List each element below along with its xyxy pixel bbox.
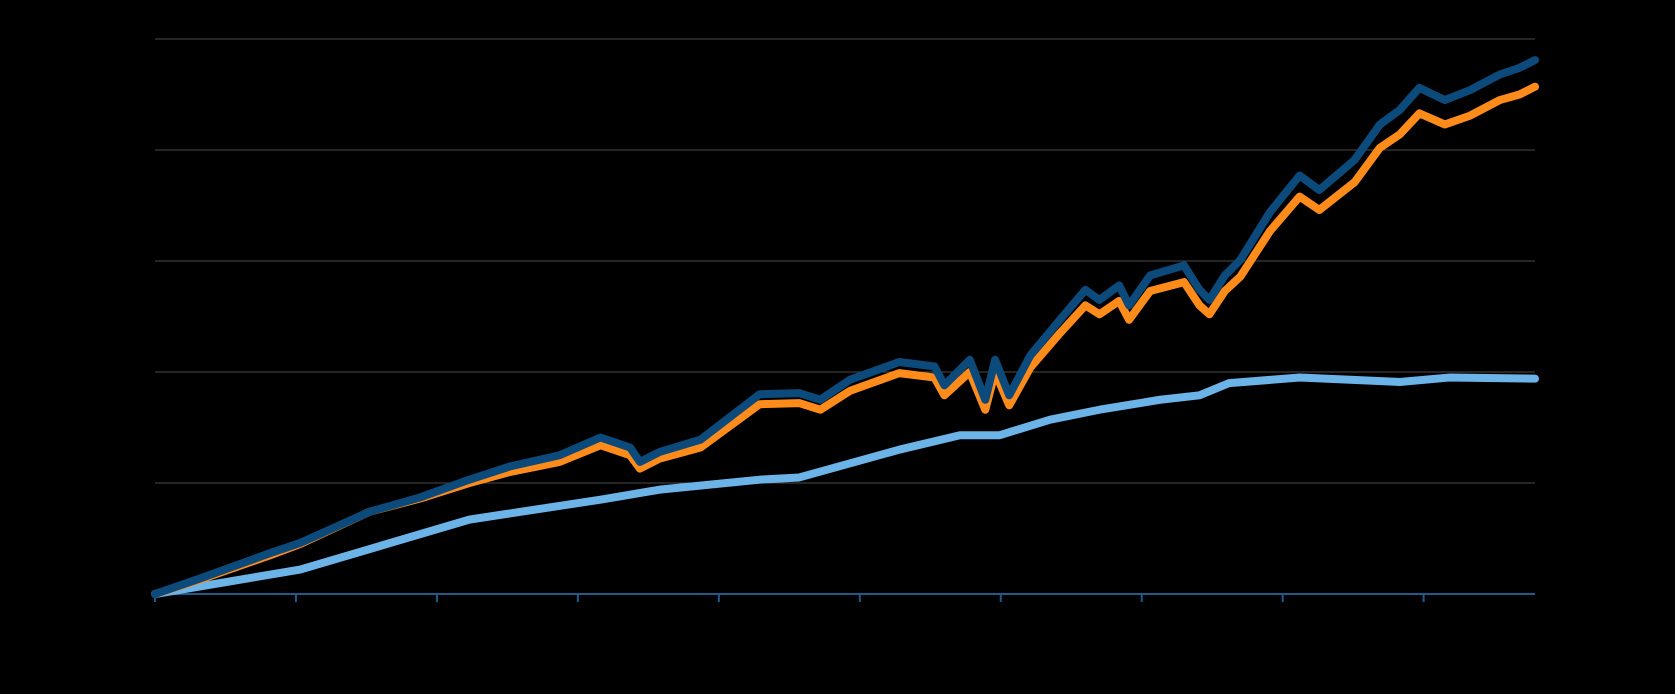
series-line <box>151 56 1539 598</box>
series-line <box>151 82 1539 598</box>
series-line <box>151 373 1539 598</box>
